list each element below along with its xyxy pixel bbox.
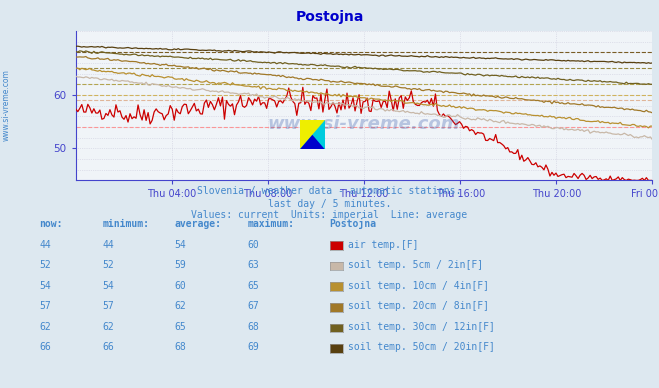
Text: soil temp. 20cm / 8in[F]: soil temp. 20cm / 8in[F] <box>348 301 489 311</box>
Text: 57: 57 <box>102 301 114 311</box>
Text: now:: now: <box>40 219 63 229</box>
Text: 54: 54 <box>102 281 114 291</box>
Text: 62: 62 <box>102 322 114 332</box>
Text: maximum:: maximum: <box>247 219 294 229</box>
Text: soil temp. 10cm / 4in[F]: soil temp. 10cm / 4in[F] <box>348 281 489 291</box>
Text: Values: current  Units: imperial  Line: average: Values: current Units: imperial Line: av… <box>191 210 468 220</box>
Text: soil temp. 5cm / 2in[F]: soil temp. 5cm / 2in[F] <box>348 260 483 270</box>
Text: 52: 52 <box>40 260 51 270</box>
Text: 66: 66 <box>40 342 51 352</box>
Text: 65: 65 <box>247 281 259 291</box>
Text: minimum:: minimum: <box>102 219 149 229</box>
Text: www.si-vreme.com: www.si-vreme.com <box>2 69 11 141</box>
Text: soil temp. 50cm / 20in[F]: soil temp. 50cm / 20in[F] <box>348 342 495 352</box>
Text: 52: 52 <box>102 260 114 270</box>
Text: last day / 5 minutes.: last day / 5 minutes. <box>268 199 391 209</box>
Text: 65: 65 <box>175 322 186 332</box>
Text: soil temp. 30cm / 12in[F]: soil temp. 30cm / 12in[F] <box>348 322 495 332</box>
Text: www.si-vreme.com: www.si-vreme.com <box>268 115 461 133</box>
Text: 68: 68 <box>247 322 259 332</box>
Text: 63: 63 <box>247 260 259 270</box>
Text: 54: 54 <box>175 239 186 249</box>
Text: 59: 59 <box>175 260 186 270</box>
Polygon shape <box>300 135 325 149</box>
Text: 60: 60 <box>247 239 259 249</box>
Polygon shape <box>300 120 325 149</box>
Text: average:: average: <box>175 219 221 229</box>
Text: 66: 66 <box>102 342 114 352</box>
Text: 54: 54 <box>40 281 51 291</box>
Text: 68: 68 <box>175 342 186 352</box>
Text: Postojna: Postojna <box>330 218 376 229</box>
Text: 62: 62 <box>40 322 51 332</box>
Text: 44: 44 <box>102 239 114 249</box>
Text: 57: 57 <box>40 301 51 311</box>
Text: 67: 67 <box>247 301 259 311</box>
Text: 44: 44 <box>40 239 51 249</box>
Text: Slovenia / weather data - automatic stations.: Slovenia / weather data - automatic stat… <box>197 186 462 196</box>
Text: 69: 69 <box>247 342 259 352</box>
Text: 60: 60 <box>175 281 186 291</box>
Text: air temp.[F]: air temp.[F] <box>348 239 418 249</box>
Text: 62: 62 <box>175 301 186 311</box>
Text: Postojna: Postojna <box>295 10 364 24</box>
